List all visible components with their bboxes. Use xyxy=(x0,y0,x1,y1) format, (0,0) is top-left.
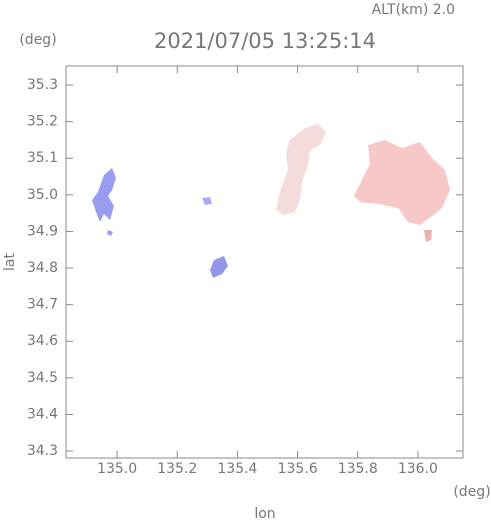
x-unit: (deg) xyxy=(453,484,490,500)
x-axis-label: lon xyxy=(254,506,275,521)
chart-title: 2021/07/05 13:25:14 xyxy=(154,29,376,53)
echo-region xyxy=(92,168,116,222)
echo-region xyxy=(107,230,113,236)
x-tick-label: 136.0 xyxy=(398,461,438,477)
plot-frame xyxy=(65,65,464,459)
x-tick-label: 135.8 xyxy=(338,461,378,477)
y-axis-label: lat xyxy=(2,253,18,271)
echo-region xyxy=(354,140,450,225)
y-tick-label: 34.8 xyxy=(27,260,58,276)
y-tick-label: 35.1 xyxy=(27,150,58,166)
y-tick-label: 34.5 xyxy=(27,370,58,386)
echo-region xyxy=(276,124,326,215)
x-tick-label: 135.0 xyxy=(97,461,137,477)
echo-region xyxy=(424,230,432,242)
echo-region xyxy=(210,256,228,278)
y-tick-label: 34.3 xyxy=(27,443,58,459)
y-tick-label: 34.4 xyxy=(27,406,58,422)
y-tick-label: 34.9 xyxy=(27,223,58,239)
y-tick-label: 35.3 xyxy=(27,77,58,93)
y-tick-label: 34.7 xyxy=(27,297,58,313)
x-tick-label: 135.2 xyxy=(157,461,197,477)
y-tick-label: 35.0 xyxy=(27,187,58,203)
echo-regions xyxy=(92,124,450,278)
x-tick-label: 135.6 xyxy=(278,461,318,477)
x-tick-label: 135.4 xyxy=(217,461,257,477)
echo-region xyxy=(202,197,212,205)
y-tick-label: 35.2 xyxy=(27,114,58,130)
altitude-label: ALT(km) 2.0 xyxy=(372,2,455,18)
y-unit: (deg) xyxy=(19,32,56,48)
y-tick-label: 34.6 xyxy=(27,333,58,349)
